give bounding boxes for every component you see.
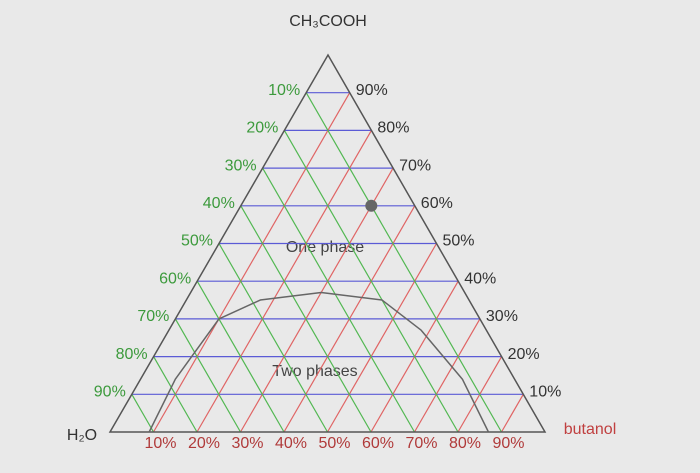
butanol-grid-line [413,318,481,433]
water-grid-line [174,318,242,433]
water-grid-line [153,356,198,433]
binodal-curve [148,291,490,433]
butanol-tick-label: 60% [362,435,394,452]
water-grid-line [283,130,459,433]
vertex-label: butanol [564,421,617,438]
butanol-grid-line [500,393,524,433]
butanol-tick-label: 30% [231,435,263,452]
water-tick-label: 10% [268,82,300,99]
butanol-grid-line [152,92,351,433]
butanol-grid-line [326,243,438,433]
butanol-tick-label: 50% [318,435,350,452]
butanol-tick-label: 20% [188,435,220,452]
water-grid-line [240,205,372,433]
vertex-label: H₂O [67,427,97,444]
acetic-tick-label: 80% [377,120,409,137]
acetic-tick-label: 70% [399,157,431,174]
water-tick-label: 80% [116,346,148,363]
water-tick-label: 30% [225,157,257,174]
water-grid-line [262,167,416,433]
acetic-tick-label: 30% [486,308,518,325]
butanol-grid-line [239,167,394,433]
butanol-tick-label: 10% [144,435,176,452]
butanol-tick-label: 40% [275,435,307,452]
triangle-outline [108,53,547,433]
acetic-tick-label: 50% [443,233,475,250]
water-tick-label: 60% [159,270,191,287]
region-label: Two phases [272,363,357,380]
acetic-tick-label: 40% [464,270,496,287]
water-grid-line [218,243,329,433]
water-grid-line [196,280,285,433]
butanol-tick-label: 70% [405,435,437,452]
butanol-tick-label: 90% [492,435,524,452]
water-grid-line [131,394,155,433]
composition-point [365,199,378,212]
water-tick-label: 40% [203,195,235,212]
butanol-tick-label: 80% [449,435,481,452]
acetic-tick-label: 20% [508,346,540,363]
vertex-label: CH₃COOH [289,13,367,30]
water-grid-line [305,92,503,433]
water-tick-label: 90% [94,384,126,401]
water-tick-label: 50% [181,233,213,250]
acetic-tick-label: 10% [529,384,561,401]
water-tick-label: 20% [246,120,278,137]
acetic-tick-label: 90% [356,82,388,99]
acetic-tick-label: 60% [421,195,453,212]
water-tick-label: 70% [137,308,169,325]
